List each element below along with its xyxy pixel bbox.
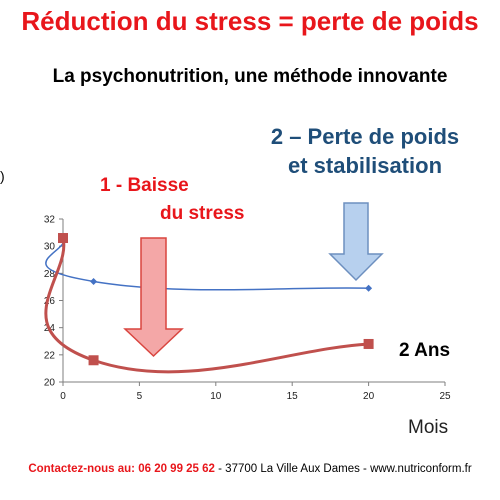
- chart-series: [44, 233, 374, 374]
- footer-address: - 37700 La Ville Aux Dames - www.nutrico…: [214, 463, 472, 475]
- data-point: [365, 284, 373, 292]
- footer: Contactez-nous au: 06 20 99 25 62 - 3770…: [0, 463, 500, 475]
- annotation-weight-loss-line2: et stabilisation: [287, 153, 443, 178]
- y-tick-label: 26: [44, 296, 56, 307]
- data-point: [58, 233, 68, 244]
- annotation-stress-line2: du stress: [160, 203, 245, 224]
- x-axis-unit: Mois: [408, 417, 449, 438]
- y-tick-label: 30: [44, 242, 56, 253]
- footer-contact: Contactez-nous au: 06 20 99 25 62: [28, 463, 215, 475]
- annotation-stress: 1 - Baisse du stress: [100, 172, 244, 228]
- x-tick-label: 25: [439, 391, 451, 402]
- y-tick-label: 22: [44, 350, 56, 361]
- x-tick-label: 20: [363, 391, 375, 402]
- down-arrow-blue-icon: [328, 202, 384, 282]
- arrows: [123, 202, 384, 358]
- data-point: [90, 277, 98, 285]
- data-point: [88, 355, 99, 366]
- down-arrow-red-icon: [123, 237, 184, 358]
- x-tick-label: 5: [137, 391, 143, 402]
- annotation-weight-loss: 2 – Perte de poids et stabilisation: [245, 122, 485, 180]
- edge-glyph: ): [0, 168, 5, 184]
- y-tick-label: 32: [44, 215, 56, 226]
- y-tick-label: 28: [44, 269, 56, 280]
- y-tick-label: 20: [44, 378, 56, 389]
- x-tick-label: 10: [210, 391, 222, 402]
- annotation-weight-loss-line1: 2 – Perte de poids: [270, 124, 460, 149]
- annotation-stress-line1: 1 - Baisse: [100, 175, 189, 196]
- data-point: [363, 338, 374, 349]
- x-tick-label: 15: [287, 391, 299, 402]
- series-line-1: [45, 237, 369, 291]
- series-line-2: [44, 237, 369, 374]
- x-tick-label: 0: [60, 391, 66, 402]
- annotation-duration: 2 Ans: [399, 340, 451, 361]
- page-title: Réduction du stress = perte de poids: [21, 6, 479, 36]
- page-subtitle: La psychonutrition, une méthode innovant…: [52, 66, 448, 87]
